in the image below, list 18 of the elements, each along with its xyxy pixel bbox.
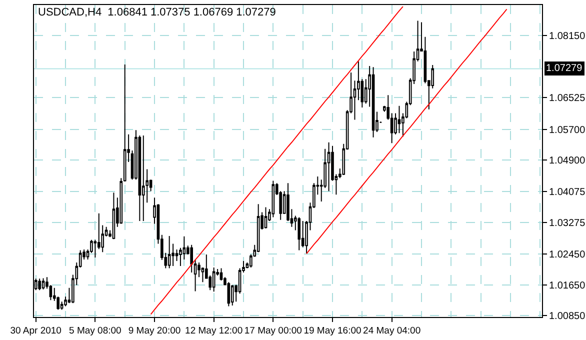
chart-title: USDCAD,H4 1.06841 1.07375 1.06769 1.07279 [38,6,276,19]
x-tick-label: 17 May 00:00 [244,325,302,336]
y-tick-label: 1.02450 [549,250,586,261]
x-tick-label: 24 May 04:00 [363,325,421,336]
y-tick-label: 1.01650 [549,280,586,292]
x-tick-label: 30 Apr 2010 [10,325,62,336]
y-tick-label: 1.03275 [549,218,586,229]
y-tick-label: 1.00850 [549,310,586,322]
ref-line-label: 1.07279 [546,63,583,74]
x-tick-label: 5 May 08:00 [69,325,122,336]
x-tick-label: 19 May 16:00 [304,325,362,336]
y-tick-label: 1.04075 [549,187,586,198]
y-tick-label: 1.06525 [549,93,586,104]
y-tick-label: 1.08150 [549,30,586,42]
x-tick-label: 9 May 20:00 [128,325,181,336]
x-tick-label: 12 May 12:00 [185,325,243,336]
y-tick-label: 1.04900 [549,156,586,167]
y-tick-label: 1.05700 [549,124,586,136]
